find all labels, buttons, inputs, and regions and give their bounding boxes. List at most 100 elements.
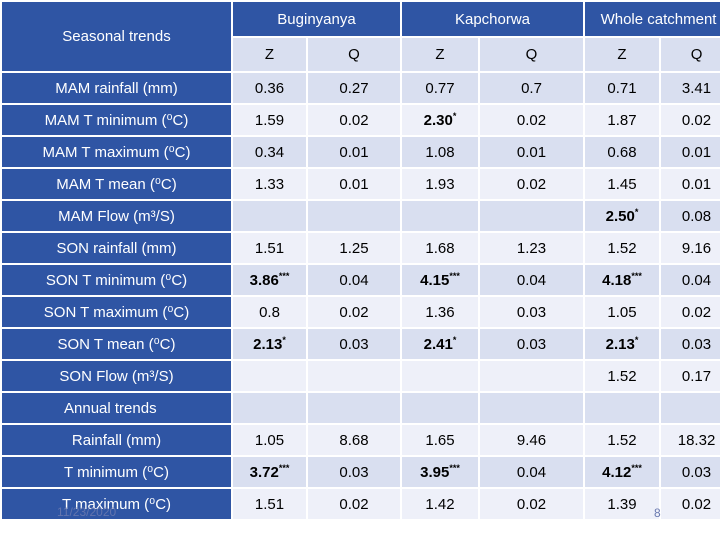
table-cell: 0.02 [308, 105, 400, 135]
table-cell: 4.18*** [585, 265, 660, 295]
table-cell: 2.13* [233, 329, 306, 359]
table-cell: 1.33 [233, 169, 306, 199]
table-cell [480, 201, 584, 231]
table-cell: 1.51 [233, 233, 306, 263]
row-label: SON T minimum (⁰C) [2, 265, 231, 295]
table-row: SON Flow (m³/S) 1.52 0.17 [2, 361, 720, 391]
table-cell: 1.65 [402, 425, 478, 455]
table-cell: 4.15*** [402, 265, 478, 295]
table-cell: 0.01 [308, 169, 400, 199]
row-label: Rainfall (mm) [2, 425, 231, 455]
table-cell: 1.59 [233, 105, 306, 135]
table-cell: 0.04 [308, 265, 400, 295]
cell-value: 4.12 [602, 463, 632, 481]
table-cell: 0.02 [480, 489, 584, 519]
group-header-whole-catchment: Whole catchment [585, 2, 720, 36]
row-label: MAM rainfall (mm) [2, 73, 231, 103]
table-cell: 0.02 [661, 489, 720, 519]
table-cell: 0.71 [585, 73, 660, 103]
row-label: MAM Flow (m³/S) [2, 201, 231, 231]
significance-marker: *** [631, 270, 642, 281]
table-row: SON rainfall (mm) 1.51 1.25 1.68 1.23 1.52 9.1… [2, 233, 720, 263]
table-cell: 0.02 [480, 105, 584, 135]
table-cell: 2.13* [585, 329, 660, 359]
corner-header: Seasonal trends [2, 2, 231, 71]
table-cell: 1.51 [233, 489, 306, 519]
table-cell [661, 393, 720, 423]
table-cell: 1.45 [585, 169, 660, 199]
significance-marker: * [634, 334, 639, 345]
table-cell: 1.05 [585, 297, 660, 327]
table-cell [233, 393, 306, 423]
table-cell: 0.03 [480, 329, 584, 359]
cell-value: 2.13 [253, 335, 283, 353]
table-row: MAM T maximum (⁰C) 0.34 0.01 1.08 0.01 0.68 0.… [2, 137, 720, 167]
table-cell: 0.68 [585, 137, 660, 167]
subcol-header: Q [480, 38, 584, 71]
table-cell [308, 201, 400, 231]
table-cell: 0.34 [233, 137, 306, 167]
significance-marker: * [452, 110, 457, 121]
table-cell [402, 361, 478, 391]
table-cell: 0.01 [308, 137, 400, 167]
table-cell: 0.01 [661, 137, 720, 167]
table-cell [308, 393, 400, 423]
cell-value: 4.15 [420, 271, 450, 289]
cell-value: 2.50 [605, 207, 635, 225]
row-label: MAM T mean (⁰C) [2, 169, 231, 199]
table-cell: 0.03 [661, 329, 720, 359]
row-label: T minimum (⁰C) [2, 457, 231, 487]
table-cell: 2.50* [585, 201, 660, 231]
table-cell [480, 361, 584, 391]
table-row: SON T maximum (⁰C) 0.8 0.02 1.36 0.03 1.05 0.0… [2, 297, 720, 327]
significance-marker: *** [278, 462, 290, 473]
table-cell: 0.03 [480, 297, 584, 327]
table-row: SON T minimum (⁰C) 3.86*** 0.04 4.15*** 0.04… [2, 265, 720, 295]
table-cell: 2.41* [402, 329, 478, 359]
footer-date: 11/23/2020 [57, 505, 117, 519]
row-label: T maximum (⁰C) [2, 489, 231, 519]
table-cell: 9.16 [661, 233, 720, 263]
row-label: MAM T minimum (⁰C) [2, 105, 231, 135]
cell-value: 2.30 [423, 111, 453, 129]
row-label: SON T mean (⁰C) [2, 329, 231, 359]
table-row: MAM T mean (⁰C) 1.33 0.01 1.93 0.02 1.45 0.01 [2, 169, 720, 199]
table-body: MAM rainfall (mm) 0.36 0.27 0.77 0.7 0.71 3.41… [2, 73, 720, 519]
subcol-header: Q [308, 38, 400, 71]
table-cell [233, 361, 306, 391]
table-cell: 18.32 [661, 425, 720, 455]
table-cell [585, 393, 660, 423]
subcol-header: Z [402, 38, 478, 71]
significance-marker: *** [631, 462, 642, 473]
table-cell [308, 361, 400, 391]
row-label: SON Flow (m³/S) [2, 361, 231, 391]
table-cell: 3.41 [661, 73, 720, 103]
table-cell: 0.02 [480, 169, 584, 199]
significance-marker: *** [449, 270, 460, 281]
table-row: MAM rainfall (mm) 0.36 0.27 0.77 0.7 0.71 3.41 [2, 73, 720, 103]
table-cell: 0.77 [402, 73, 478, 103]
row-label: MAM T maximum (⁰C) [2, 137, 231, 167]
slide-number: 8 [654, 506, 661, 520]
subcol-header: Z [233, 38, 306, 71]
table-cell: 1.93 [402, 169, 478, 199]
table-cell: 0.27 [308, 73, 400, 103]
cell-value: 3.95 [420, 463, 450, 481]
significance-marker: * [452, 334, 457, 345]
table-cell [233, 201, 306, 231]
table-cell: 1.52 [585, 233, 660, 263]
cell-value: 3.72 [249, 463, 279, 481]
table-cell: 3.72*** [233, 457, 306, 487]
table-cell: 0.02 [308, 297, 400, 327]
table-cell: 1.05 [233, 425, 306, 455]
table-cell: 4.12*** [585, 457, 660, 487]
table-cell: 1.42 [402, 489, 478, 519]
table-cell [402, 393, 478, 423]
table-cell [480, 393, 584, 423]
table-cell: 0.03 [661, 457, 720, 487]
table-cell: 0.02 [661, 297, 720, 327]
table-cell: 1.52 [585, 361, 660, 391]
table-cell: 1.25 [308, 233, 400, 263]
table-cell: 1.87 [585, 105, 660, 135]
